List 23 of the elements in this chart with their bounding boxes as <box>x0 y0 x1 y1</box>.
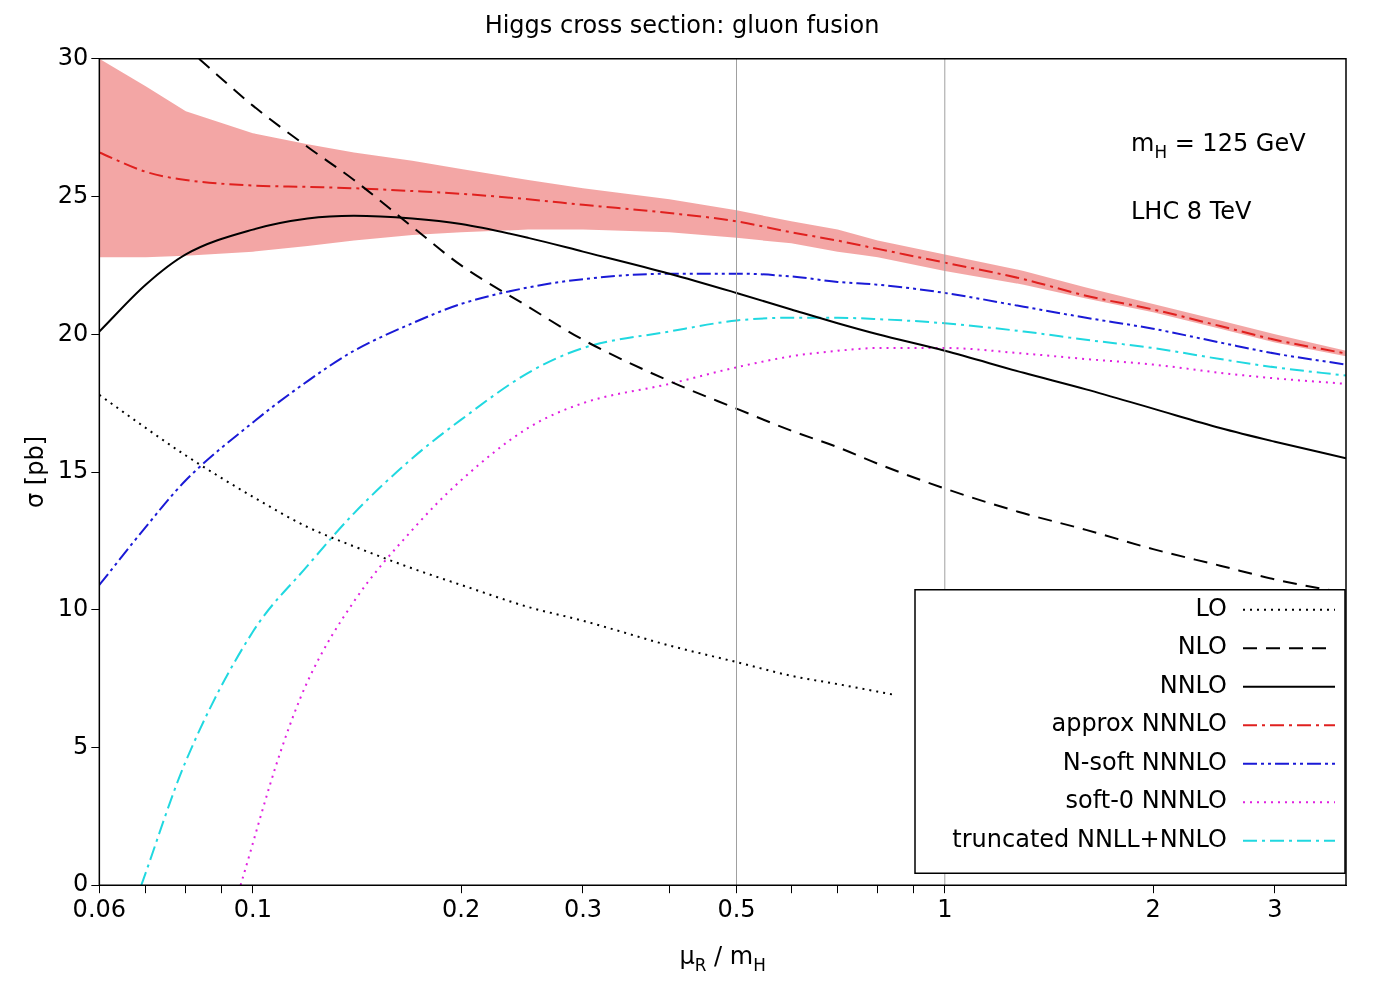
legend-label: approx NNNLO <box>1051 709 1227 738</box>
legend-label: soft-0 NNNLO <box>1065 786 1227 815</box>
legend-label: NNLO <box>1159 670 1227 699</box>
legend-label: N-soft NNNLO <box>1062 747 1227 776</box>
chart-title: Higgs cross section: gluon fusion <box>484 10 880 39</box>
y-tick-label: 10 <box>57 593 89 622</box>
y-tick-label: 30 <box>57 43 89 72</box>
legend-label: truncated NNLL+NNLO <box>952 824 1227 853</box>
legend-label: LO <box>1195 593 1227 622</box>
x-tick-label: 2 <box>1145 894 1161 923</box>
y-tick-label: 20 <box>57 318 89 347</box>
y-axis-title: σ [pb] <box>20 435 49 509</box>
x-tick-label: 0.2 <box>442 894 481 923</box>
x-tick-label: 0.3 <box>563 894 603 923</box>
x-tick-label: 0.5 <box>717 894 756 923</box>
x-tick-label: 3 <box>1267 894 1283 923</box>
y-tick-label: 15 <box>57 456 89 485</box>
y-tick-label: 5 <box>73 731 89 760</box>
legend-label: NLO <box>1177 632 1227 661</box>
x-tick-label: 1 <box>937 894 953 923</box>
y-tick-label: 25 <box>57 180 89 209</box>
annotation: LHC 8 TeV <box>1131 196 1253 225</box>
x-tick-label: 0.1 <box>233 894 272 923</box>
